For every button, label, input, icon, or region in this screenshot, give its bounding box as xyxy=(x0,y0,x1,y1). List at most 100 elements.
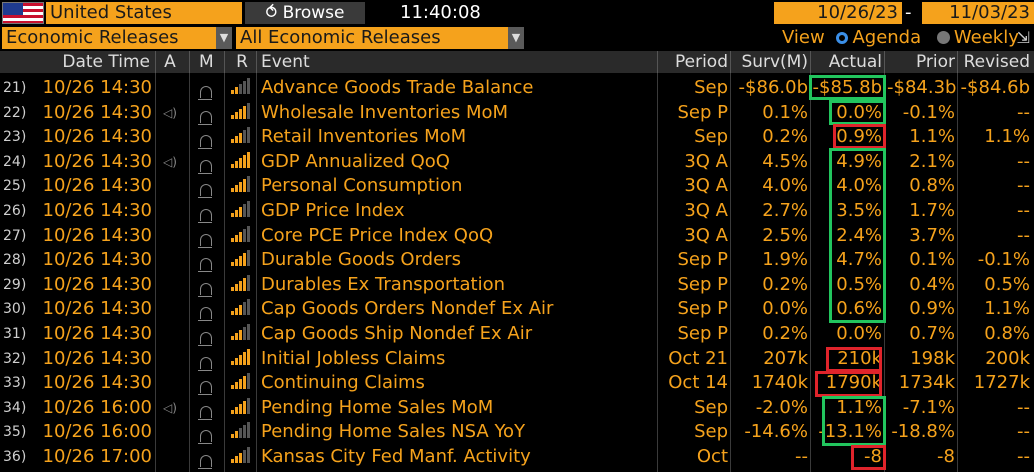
table-row[interactable]: 33) 10/26 14:30 Continuing Claims Oct 14 174… xyxy=(0,371,1034,396)
highlight-box-green xyxy=(829,100,886,125)
col-surv[interactable]: Surv(M) xyxy=(741,52,808,72)
bell-icon[interactable] xyxy=(196,150,216,175)
row-revised: -- xyxy=(1017,445,1030,467)
chevron-down-icon[interactable]: ▼ xyxy=(508,27,524,49)
col-a[interactable]: A xyxy=(164,52,176,72)
country-field[interactable]: United States xyxy=(46,2,242,24)
row-survey: 2.5% xyxy=(762,224,808,246)
table-row[interactable]: 29) 10/26 14:30 Durables Ex Transportation… xyxy=(0,273,1034,298)
row-period: Sep P xyxy=(677,101,728,123)
row-event[interactable]: Durable Goods Orders xyxy=(261,249,461,271)
bell-icon[interactable] xyxy=(196,371,216,396)
table-row[interactable]: 34) 10/26 16:00 ◁) Pending Home Sales MoM Se… xyxy=(0,396,1034,421)
bell-icon[interactable] xyxy=(196,174,216,199)
table-row[interactable]: 26) 10/26 14:30 GDP Price Index 3Q A 2.7% 3.5… xyxy=(0,199,1034,224)
settings-icon[interactable]: ⇲ xyxy=(1016,28,1030,47)
row-event[interactable]: Advance Goods Trade Balance xyxy=(261,77,534,98)
table-row[interactable]: 23) 10/26 14:30 Retail Inventories MoM Sep 0… xyxy=(0,125,1034,150)
col-datetime[interactable]: Date Time xyxy=(62,52,150,72)
table-row[interactable]: 32) 10/26 14:30 Initial Jobless Claims Oct … xyxy=(0,347,1034,372)
row-event[interactable]: Cap Goods Orders Nondef Ex Air xyxy=(261,298,554,320)
col-actual[interactable]: Actual xyxy=(828,52,882,72)
row-event[interactable]: Pending Home Sales MoM xyxy=(261,396,494,418)
row-event[interactable]: GDP Annualized QoQ xyxy=(261,150,450,172)
table-row[interactable]: 28) 10/26 14:30 Durable Goods Orders Sep P 1… xyxy=(0,248,1034,273)
weekly-option[interactable]: Weekly xyxy=(953,27,1019,48)
row-period: 3Q A xyxy=(684,224,728,246)
speaker-icon[interactable]: ◁) xyxy=(163,154,177,169)
bell-icon[interactable] xyxy=(196,125,216,150)
category-dropdown[interactable]: Economic Releases ▼ xyxy=(2,27,232,49)
row-event[interactable]: Initial Jobless Claims xyxy=(261,347,446,369)
row-event[interactable]: Kansas City Fed Manf. Activity xyxy=(261,445,531,467)
row-event[interactable]: Wholesale Inventories MoM xyxy=(261,101,509,123)
agenda-radio-icon[interactable] xyxy=(836,32,849,44)
bell-icon[interactable] xyxy=(196,248,216,273)
col-event[interactable]: Event xyxy=(261,52,310,72)
row-number: 32) xyxy=(3,350,27,367)
bell-icon[interactable] xyxy=(196,273,216,298)
table-row[interactable]: 36) 10/26 17:00 Kansas City Fed Manf. Acti… xyxy=(0,445,1034,470)
row-event[interactable]: Durables Ex Transportation xyxy=(261,273,506,295)
table-header: Date Time A M R Event Period Surv(M) Act… xyxy=(0,51,1034,73)
highlight-box-red xyxy=(826,347,882,372)
table-row[interactable]: 22) 10/26 14:30 ◁) Wholesale Inventories Mo… xyxy=(0,101,1034,126)
browse-button[interactable]: ⥀ Browse xyxy=(245,2,365,24)
bell-icon[interactable] xyxy=(196,322,216,347)
col-revised[interactable]: Revised xyxy=(963,52,1030,72)
col-prior[interactable]: Prior xyxy=(915,52,955,72)
row-event[interactable]: Core PCE Price Index QoQ xyxy=(261,224,494,246)
table-row[interactable]: 27) 10/26 14:30 Core PCE Price Index QoQ 3Q… xyxy=(0,224,1034,249)
speaker-icon[interactable]: ◁) xyxy=(163,400,177,415)
row-datetime: 10/26 16:00 xyxy=(42,396,152,418)
row-period: 3Q A xyxy=(684,150,728,172)
row-event[interactable]: GDP Price Index xyxy=(261,199,405,221)
date-from-field[interactable]: 10/26/23 xyxy=(774,2,902,24)
bell-icon[interactable] xyxy=(196,199,216,224)
row-actual: -8 xyxy=(864,445,882,467)
row-datetime: 10/26 14:30 xyxy=(42,101,152,123)
relevance-bars-icon xyxy=(231,101,251,125)
bell-icon[interactable] xyxy=(196,297,216,322)
col-m[interactable]: M xyxy=(199,52,214,72)
chevron-down-icon[interactable]: ▼ xyxy=(216,27,232,49)
col-r[interactable]: R xyxy=(236,52,248,72)
table-row[interactable]: 30) 10/26 14:30 Cap Goods Orders Nondef Ex… xyxy=(0,297,1034,322)
weekly-radio-icon[interactable] xyxy=(936,31,950,44)
row-survey: -14.6% xyxy=(744,421,808,443)
row-event[interactable]: Cap Goods Ship Nondef Ex Air xyxy=(261,322,533,344)
row-period: Sep P xyxy=(677,322,728,344)
row-event[interactable]: Personal Consumption xyxy=(261,175,463,197)
row-event[interactable]: Pending Home Sales NSA YoY xyxy=(261,421,526,443)
table-row[interactable]: 25) 10/26 14:30 Personal Consumption 3Q A 4.… xyxy=(0,174,1034,199)
table-row[interactable]: 24) 10/26 14:30 ◁) GDP Annualized QoQ 3Q A 4.… xyxy=(0,150,1034,175)
row-period: Sep xyxy=(694,396,728,418)
table-row[interactable]: 21) 10/26 14:30 Advance Goods Trade Balanc… xyxy=(0,76,1034,101)
agenda-option[interactable]: Agenda xyxy=(852,27,922,48)
row-actual: 4.9% xyxy=(836,150,882,172)
bell-icon[interactable] xyxy=(196,224,216,249)
table-row[interactable]: 31) 10/26 14:30 Cap Goods Ship Nondef Ex A… xyxy=(0,322,1034,347)
bell-icon[interactable] xyxy=(196,101,216,126)
date-to-field[interactable]: 11/03/23 xyxy=(922,2,1034,24)
bell-icon[interactable] xyxy=(196,347,216,372)
bell-icon[interactable] xyxy=(196,76,216,101)
subcategory-dropdown[interactable]: All Economic Releases ▼ xyxy=(236,27,524,49)
row-event[interactable]: Retail Inventories MoM xyxy=(261,126,467,148)
row-prior: -$84.3b xyxy=(887,77,957,98)
bell-icon[interactable] xyxy=(196,445,216,470)
bell-icon[interactable] xyxy=(196,420,216,445)
speaker-icon[interactable]: ◁) xyxy=(163,105,177,120)
row-event[interactable]: Continuing Claims xyxy=(261,372,425,394)
row-number: 22) xyxy=(3,104,27,121)
category-label: Economic Releases xyxy=(6,27,179,48)
row-datetime: 10/26 14:30 xyxy=(42,322,152,344)
row-actual: -$85.8b xyxy=(812,77,882,98)
col-period[interactable]: Period xyxy=(674,52,728,72)
us-flag-icon xyxy=(2,2,44,24)
row-survey: 0.2% xyxy=(762,322,808,344)
row-revised: -- xyxy=(1017,101,1030,123)
relevance-bars-icon xyxy=(231,322,251,346)
table-row[interactable]: 35) 10/26 16:00 Pending Home Sales NSA YoY… xyxy=(0,420,1034,445)
bell-icon[interactable] xyxy=(196,396,216,421)
